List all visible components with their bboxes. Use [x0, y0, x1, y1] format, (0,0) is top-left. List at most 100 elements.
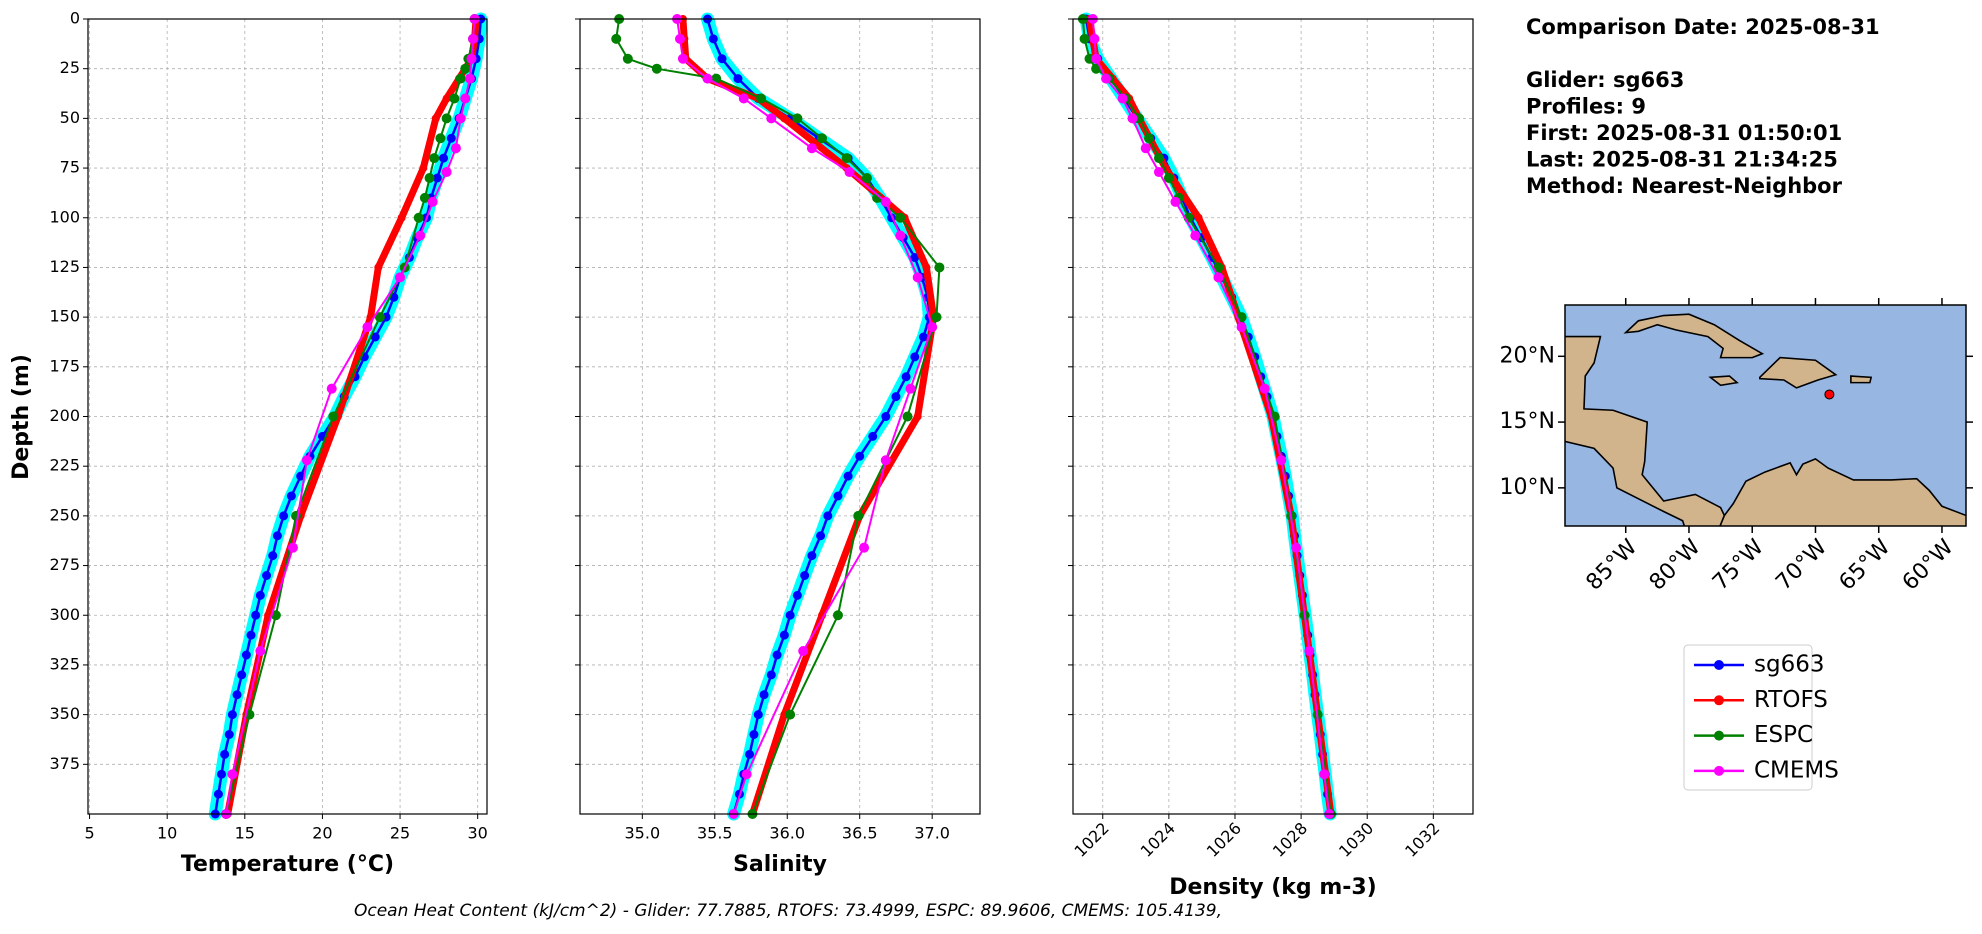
profile-point — [255, 590, 265, 600]
profile-point — [1091, 63, 1102, 74]
profile-point — [717, 54, 727, 64]
profile-point — [296, 471, 306, 481]
profile-point — [749, 730, 759, 739]
profile-point — [1190, 230, 1201, 241]
y-tick-label: 75 — [60, 158, 80, 177]
profile-point — [227, 710, 237, 720]
profile-point — [798, 646, 809, 657]
profile-point — [855, 451, 865, 461]
profile-point — [1213, 272, 1224, 283]
profile-point — [738, 93, 749, 104]
profile-point — [622, 53, 633, 64]
info-line: First: 2025-08-31 01:50:01 — [1526, 121, 1842, 145]
profile-point — [702, 73, 713, 84]
legend-marker — [1714, 695, 1724, 706]
y-tick-label: 175 — [49, 356, 80, 375]
profile-point — [1153, 153, 1164, 164]
y-tick-label: 150 — [49, 307, 80, 326]
profile-point — [772, 650, 782, 660]
info-line: Last: 2025-08-31 21:34:25 — [1526, 148, 1838, 172]
profile-point — [464, 73, 475, 84]
profile-point — [446, 133, 456, 143]
profile-point — [413, 212, 424, 223]
profile-point — [220, 749, 230, 759]
profile-point — [901, 372, 911, 382]
x-tick-label: 1028 — [1269, 819, 1311, 861]
profile-point — [741, 769, 752, 780]
profile-point — [927, 322, 938, 333]
profile-point — [1236, 322, 1247, 333]
profile-point — [677, 53, 688, 64]
profile-point — [224, 730, 234, 739]
profile-point — [912, 272, 923, 283]
x-tick-label: 1032 — [1401, 819, 1443, 861]
profile-point — [419, 164, 428, 173]
profile-point — [779, 630, 789, 640]
profile-point — [844, 167, 855, 178]
profile-point — [455, 113, 466, 124]
profile-point — [460, 63, 471, 74]
profile-point — [807, 551, 817, 561]
profile-point — [1153, 167, 1164, 178]
profile-point — [241, 650, 251, 660]
profile-point — [1091, 53, 1102, 64]
y-tick-label: 0 — [70, 9, 80, 28]
x-tick-label: 1024 — [1137, 819, 1179, 861]
profile-point — [262, 571, 272, 580]
x-tick-label: 1022 — [1071, 819, 1113, 861]
profile-point — [441, 167, 452, 178]
profile-point — [431, 114, 440, 123]
profile-point — [895, 230, 906, 241]
profile-point — [439, 153, 449, 163]
profile-point — [833, 491, 843, 501]
legend-label: RTOFS — [1754, 687, 1828, 713]
map-x-tick-label: 60°W — [1898, 535, 1959, 596]
profile-point — [785, 709, 796, 720]
profile-point — [708, 34, 718, 44]
profile-point — [1194, 213, 1203, 222]
profile-point — [1213, 262, 1224, 273]
profile-point — [397, 213, 406, 222]
y-tick-label: 325 — [49, 654, 80, 673]
map-y-tick-label: 20°N — [1500, 343, 1555, 368]
profile-point — [287, 542, 298, 553]
profile-point — [841, 153, 852, 164]
profile-point — [279, 511, 289, 521]
profile-point — [817, 133, 828, 144]
profile-point — [759, 690, 769, 700]
profile-point — [806, 143, 817, 154]
profile-point — [872, 192, 883, 203]
y-tick-label: 250 — [49, 505, 80, 524]
profile-point — [251, 610, 261, 620]
profile-point — [922, 263, 931, 272]
profile-point — [880, 455, 891, 466]
profile-point — [468, 33, 479, 44]
map-y-tick-label: 10°N — [1500, 475, 1555, 500]
legend-marker — [1714, 730, 1724, 741]
map-x-tick-label: 75°W — [1708, 535, 1769, 596]
x-tick-label: 1026 — [1203, 819, 1245, 861]
profile-point — [1276, 455, 1287, 466]
profile-point — [427, 196, 438, 207]
map-y-tick-label: 15°N — [1500, 409, 1555, 434]
y-tick-label: 350 — [49, 704, 80, 723]
footer: Ocean Heat Content (kJ/cm^2) - Glider: 7… — [354, 901, 1222, 921]
x-axis-label: Density (kg m-3) — [1169, 875, 1377, 900]
y-tick-label: 100 — [49, 207, 80, 226]
profile-point — [268, 551, 278, 561]
profile-point — [429, 153, 440, 164]
info-line: Method: Nearest-Neighbor — [1526, 174, 1843, 198]
map-x-tick-label: 70°W — [1771, 535, 1832, 596]
map-frame — [1564, 304, 1967, 527]
profile-point — [675, 33, 685, 44]
profile-point — [424, 173, 435, 183]
profile-point — [455, 73, 466, 84]
profile-point — [466, 53, 477, 64]
profile-point — [213, 789, 223, 799]
profile-point — [823, 511, 833, 521]
map-x-tick-label: 65°W — [1835, 535, 1896, 596]
x-tick-label: 35.5 — [697, 824, 733, 843]
profile-point — [910, 253, 920, 262]
x-tick-label: 37.0 — [914, 824, 950, 843]
profile-point — [246, 630, 256, 640]
